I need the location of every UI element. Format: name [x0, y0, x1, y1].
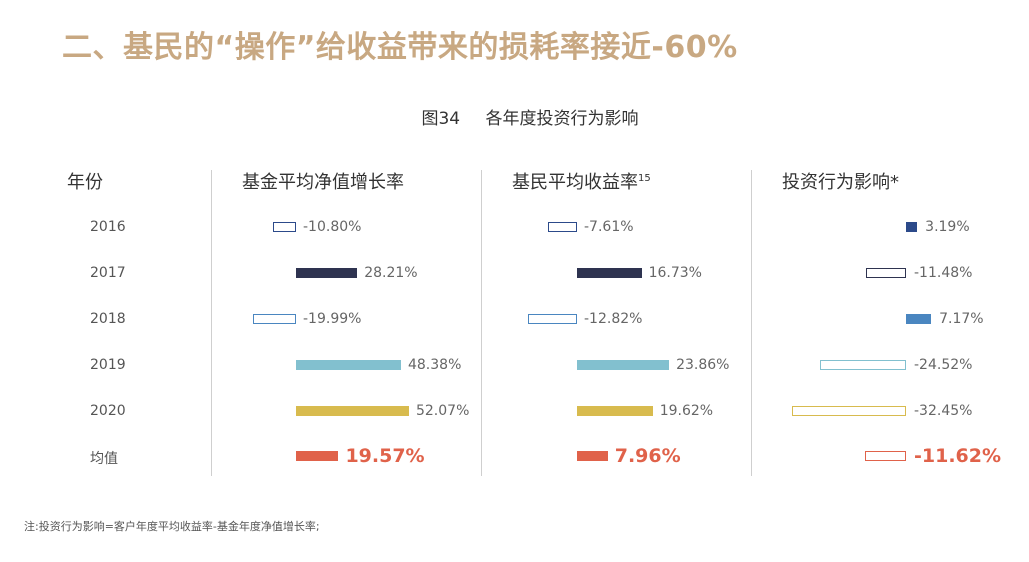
year-label: 2020: [90, 403, 126, 419]
header-fund-growth: 基金平均净值增长率: [242, 172, 404, 193]
bar-fund-growth: [272, 222, 296, 232]
year-label: 2018: [90, 311, 126, 327]
column-divider-2: [481, 170, 482, 476]
figure-caption: 图34 各年度投资行为影响: [0, 104, 1029, 129]
bar-investor-return: [577, 451, 608, 461]
bar-behavior-impact: [792, 406, 906, 416]
column-divider-3: [751, 170, 752, 476]
bar-behavior-impact: [865, 451, 906, 461]
header-year: 年份: [67, 172, 103, 193]
bar-behavior-impact: [906, 222, 918, 232]
data-label-fund-growth: -10.80%: [303, 219, 362, 235]
bar-behavior-impact: [906, 314, 932, 324]
year-label: 2017: [90, 265, 126, 281]
data-label-fund-growth: 52.07%: [415, 403, 470, 419]
bar-investor-return: [527, 314, 577, 324]
data-label-fund-growth: 48.38%: [407, 357, 462, 373]
page-title: 二、基民的“操作”给收益带来的损耗率接近-60%: [62, 30, 738, 65]
data-label-behavior-impact: -24.52%: [914, 357, 973, 373]
data-label-investor-return: 19.62%: [659, 403, 714, 419]
figure-title: 各年度投资行为影响: [485, 109, 639, 129]
data-label-investor-return: -7.61%: [584, 219, 634, 235]
year-label: 2019: [90, 357, 126, 373]
bar-investor-return: [547, 222, 577, 232]
bar-fund-growth: [296, 451, 339, 461]
bar-fund-growth: [296, 360, 401, 370]
bar-fund-growth: [296, 406, 409, 416]
year-label: 均值: [90, 451, 118, 467]
header-investor-return: 基民平均收益率15: [512, 168, 651, 194]
bar-fund-growth: [252, 314, 296, 324]
year-label: 2016: [90, 219, 126, 235]
footnote: 注:投资行为影响=客户年度平均收益率-基金年度净值增长率;: [24, 520, 320, 533]
data-label-behavior-impact: 7.17%: [939, 311, 984, 327]
header-investor-return-label: 基民平均收益率: [512, 172, 638, 193]
bar-behavior-impact: [865, 268, 906, 278]
data-label-behavior-impact: -32.45%: [914, 403, 973, 419]
data-label-fund-growth: -19.99%: [303, 311, 362, 327]
bar-investor-return: [577, 406, 653, 416]
data-label-investor-return: 7.96%: [614, 445, 681, 467]
data-label-investor-return: -12.82%: [584, 311, 643, 327]
bar-investor-return: [577, 268, 642, 278]
data-label-investor-return: 23.86%: [676, 357, 730, 373]
data-label-fund-growth: 19.57%: [345, 445, 425, 467]
data-label-fund-growth: 28.21%: [364, 265, 418, 281]
column-divider-1: [211, 170, 212, 476]
data-label-investor-return: 16.73%: [648, 265, 702, 281]
bar-fund-growth: [296, 268, 358, 278]
bar-behavior-impact: [820, 360, 906, 370]
header-behavior-impact: 投资行为影响*: [782, 172, 899, 193]
bar-investor-return: [577, 360, 670, 370]
data-label-behavior-impact: -11.62%: [914, 445, 1002, 467]
figure-number: 图34: [421, 109, 461, 129]
data-label-behavior-impact: -11.48%: [914, 265, 973, 281]
header-investor-return-footnote-ref: 15: [638, 173, 651, 184]
data-label-behavior-impact: 3.19%: [925, 219, 970, 235]
